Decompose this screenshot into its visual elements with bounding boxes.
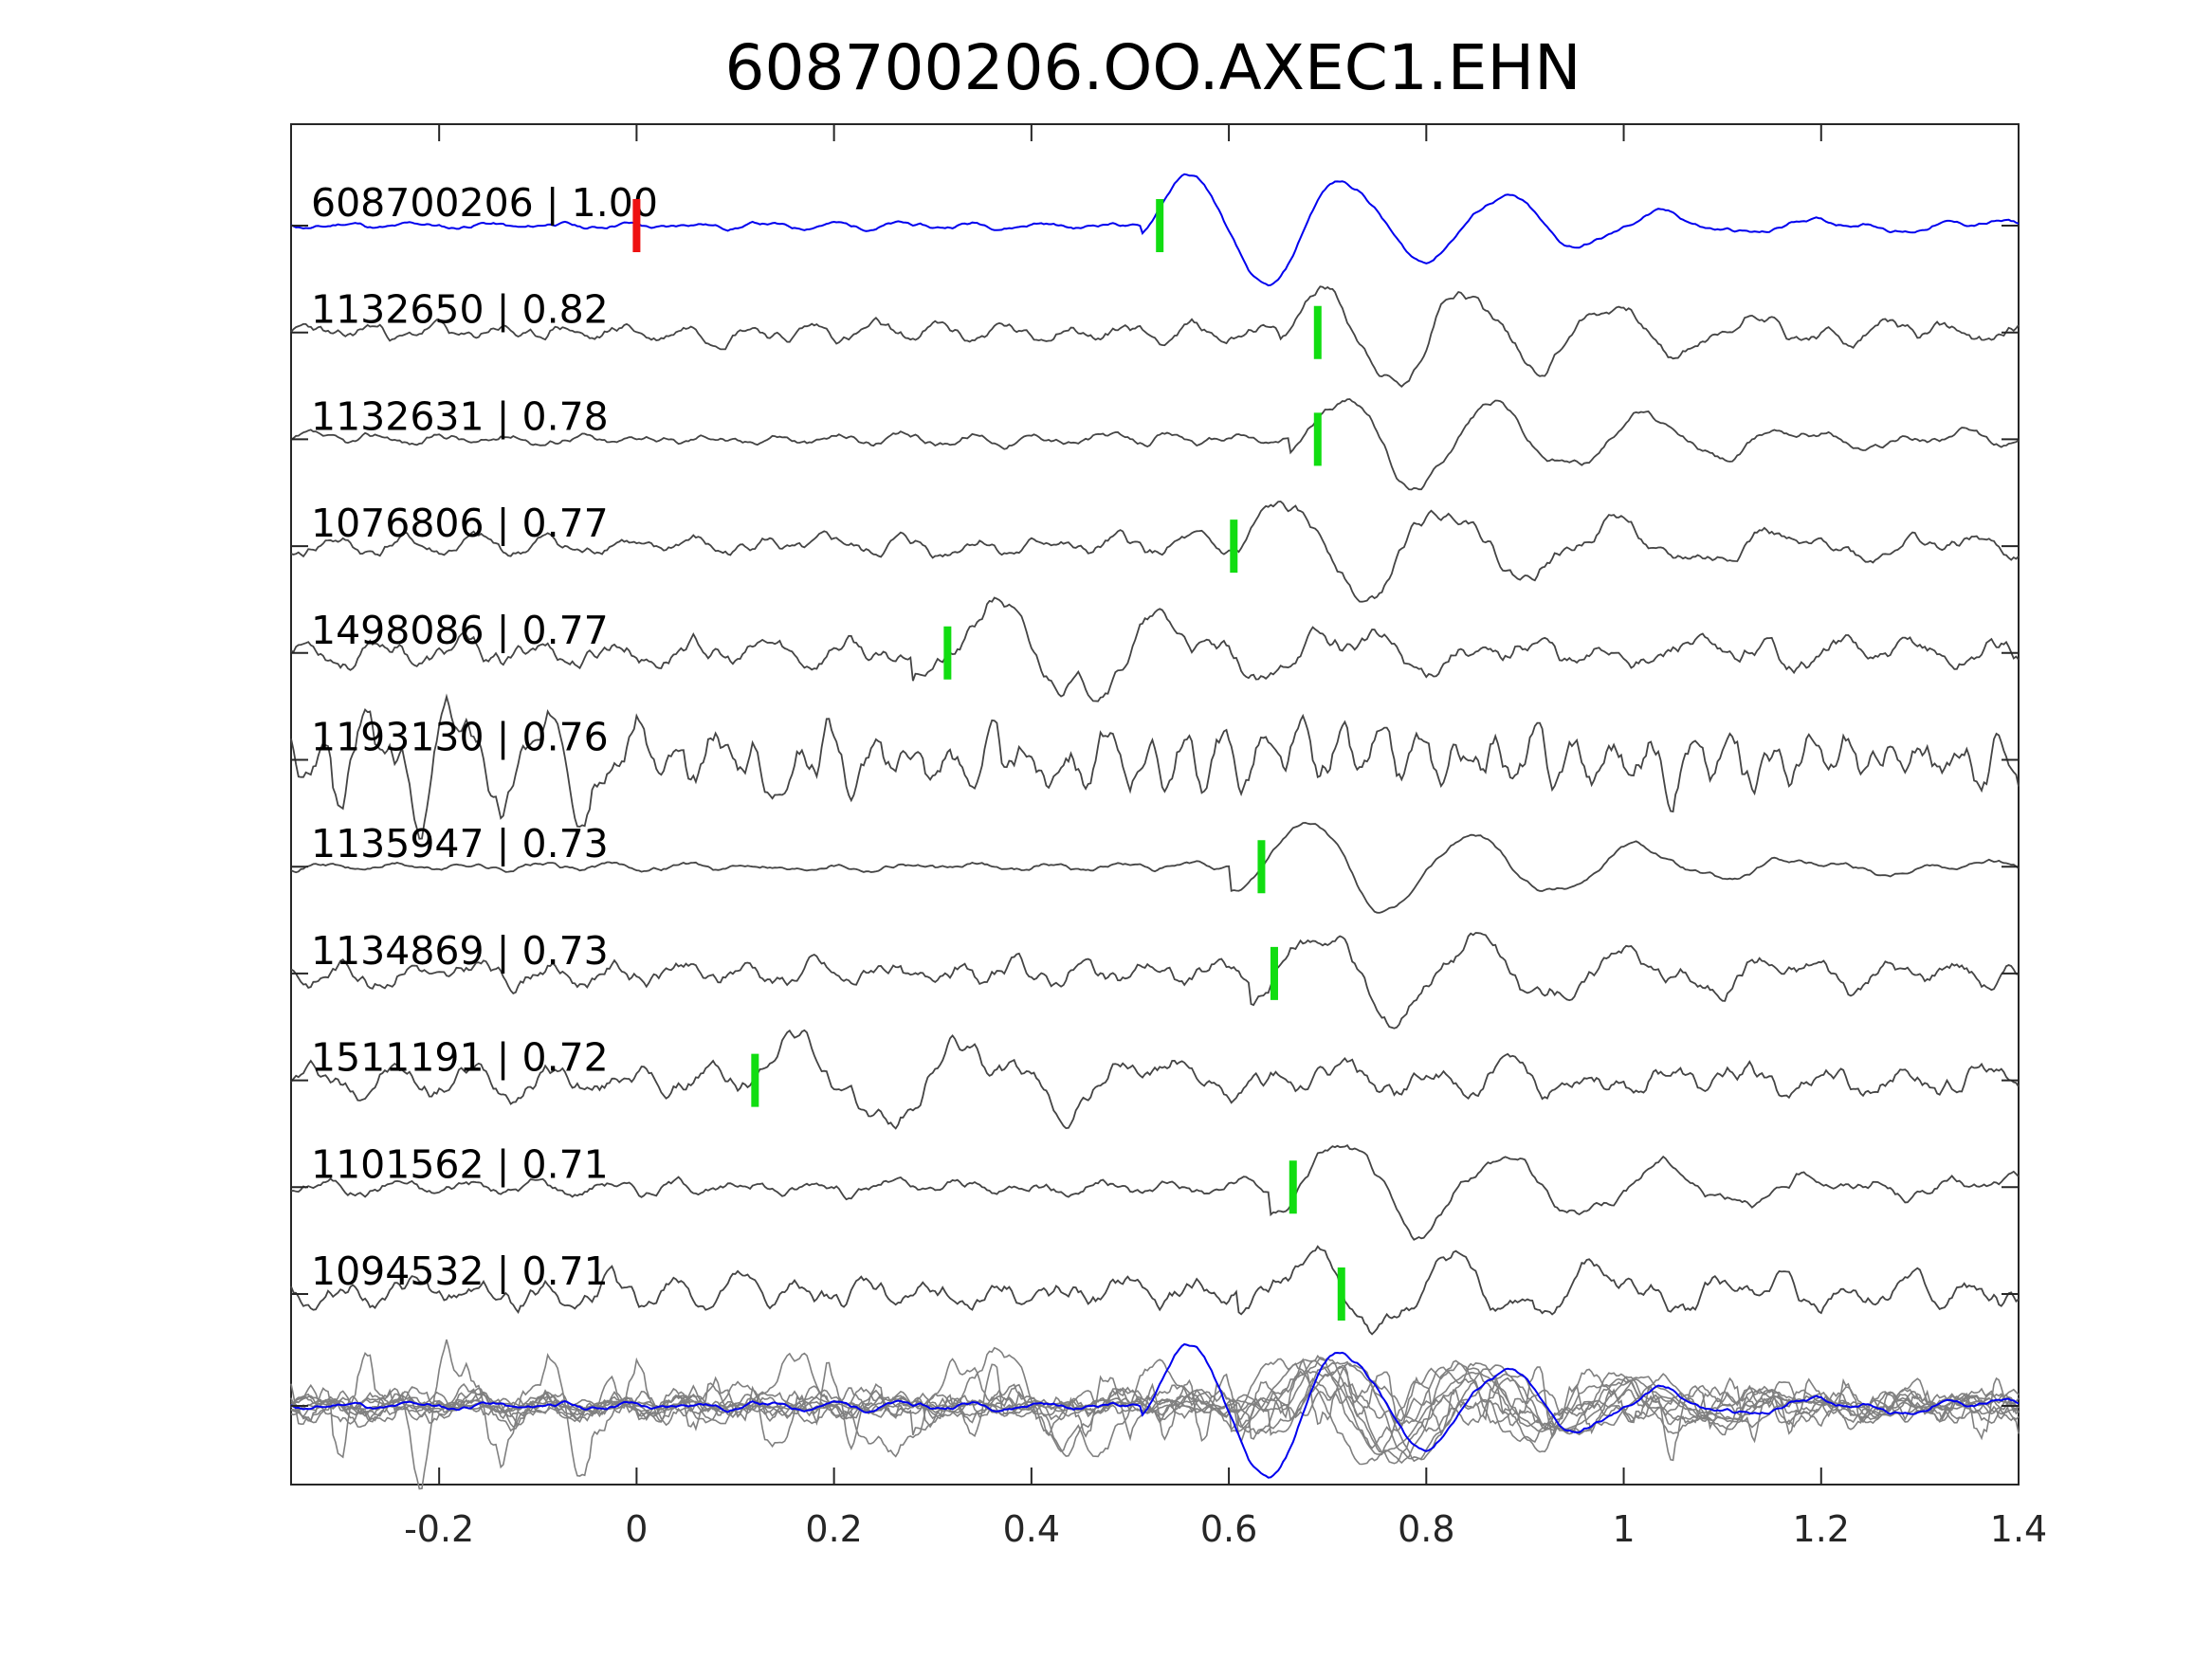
stack-trace-1511191: [290, 1352, 2020, 1458]
trace-label-1135947: 1135947 | 0.73: [311, 821, 609, 866]
trace-label-1132650: 1132650 | 0.82: [311, 287, 609, 333]
pick-markers: [632, 199, 1345, 1321]
trace-line-1193130: [290, 693, 2020, 840]
trace-line-1498086: [290, 596, 2020, 702]
trace-line-1132631: [290, 398, 2020, 491]
stack-trace-1498086: [290, 1346, 2020, 1458]
plot-frame: [290, 123, 2020, 1486]
trace-line-1132650: [290, 285, 2020, 389]
x-tick-label: 1.4: [1990, 1508, 2047, 1550]
trace-line-608700206: [290, 173, 2020, 287]
trace-label-1193130: 1193130 | 0.76: [311, 715, 609, 760]
x-tick-label: 1.2: [1793, 1508, 1850, 1550]
trace-line-1135947: [290, 821, 2020, 914]
x-axis: -0.2 0 0.2 0.4 0.6 0.8 1 1.2 1.4: [291, 124, 2047, 1550]
x-tick-label: 1: [1612, 1508, 1635, 1550]
x-tick-label: 0.4: [1003, 1508, 1060, 1550]
trace-label-1498086: 1498086 | 0.77: [311, 608, 609, 653]
trace-line-1076806: [290, 501, 2020, 603]
trace-label-1094532: 1094532 | 0.71: [311, 1249, 609, 1294]
stack-trace-1101562: [291, 1360, 2020, 1463]
chart-title: 608700206.OO.AXEC1.EHN: [725, 31, 1581, 104]
x-tick-label: 0.8: [1398, 1508, 1454, 1550]
stack-overlay: [290, 1339, 2020, 1490]
trace-label-608700206: 608700206 | 1.00: [311, 180, 658, 226]
trace-line-1094532: [290, 1245, 2020, 1336]
trace-line-1511191: [290, 1029, 2020, 1130]
trace-label-1076806: 1076806 | 0.77: [311, 501, 609, 546]
x-tick-label: 0: [625, 1508, 648, 1550]
trace-label-1511191: 1511191 | 0.72: [311, 1035, 609, 1081]
stack-trace-1132631: [290, 1362, 2020, 1460]
trace-line-1101562: [290, 1144, 2020, 1241]
trace-labels: 608700206 | 1.00 1132650 | 0.82 1132631 | …: [311, 180, 658, 1294]
x-tick-label: 0.2: [805, 1508, 862, 1550]
stack-trace-1094532: [290, 1354, 2020, 1449]
x-tick-label: -0.2: [404, 1508, 474, 1550]
trace-line-1134869: [290, 932, 2020, 1030]
plot-area: [290, 123, 2020, 1486]
stack-template-trace: [290, 1342, 2020, 1479]
trace-label-1101562: 1101562 | 0.71: [311, 1141, 609, 1187]
trace-label-1134869: 1134869 | 0.73: [311, 928, 609, 974]
trace-label-1132631: 1132631 | 0.78: [311, 393, 609, 439]
x-tick-label: 0.6: [1200, 1508, 1257, 1550]
traces-layer: [290, 173, 2020, 1490]
